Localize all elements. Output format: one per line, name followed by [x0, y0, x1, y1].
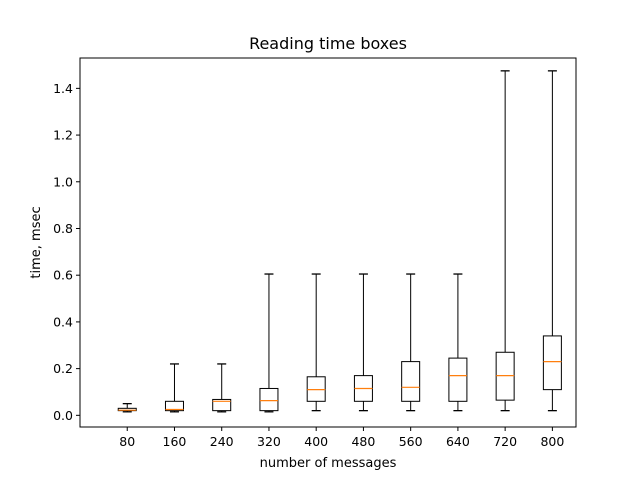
iqr-box	[401, 361, 421, 402]
x-axis: 80 160 240 320 400 480 560 640 720 800	[119, 427, 564, 449]
box-160	[164, 363, 184, 413]
y-tick-label: 0.4	[53, 314, 73, 329]
y-tick-label: 0.0	[53, 408, 73, 423]
box-400	[306, 273, 326, 412]
plot-area	[79, 57, 577, 428]
y-tick-label: 0.8	[53, 221, 73, 236]
iqr-box	[542, 335, 562, 391]
box-640	[448, 273, 468, 412]
x-tick-label: 560	[399, 434, 423, 449]
y-tick-label: 1.4	[53, 81, 73, 96]
x-axis-label: number of messages	[260, 456, 397, 471]
x-tick-label: 160	[163, 434, 187, 449]
y-tick-label: 0.2	[53, 361, 73, 376]
box-480	[353, 273, 373, 412]
iqr-box	[164, 400, 184, 412]
y-axis-label: time, msec	[29, 206, 44, 278]
x-tick-label: 800	[540, 434, 564, 449]
y-tick-label: 1.0	[53, 174, 73, 189]
box-240	[212, 363, 232, 413]
x-tick-label: 240	[210, 434, 234, 449]
box-720	[495, 70, 515, 412]
x-tick-label: 640	[446, 434, 470, 449]
box-800	[542, 70, 562, 412]
box-560	[401, 273, 421, 412]
chart-title: Reading time boxes	[249, 34, 407, 53]
x-tick-label: 80	[119, 434, 135, 449]
y-tick-label: 0.6	[53, 268, 73, 283]
x-tick-label: 720	[493, 434, 517, 449]
x-tick-label: 400	[304, 434, 328, 449]
iqr-box	[448, 357, 468, 402]
box-80	[117, 402, 137, 413]
iqr-box	[212, 398, 232, 412]
box-series	[117, 70, 562, 413]
y-tick-label: 1.2	[53, 128, 73, 143]
x-tick-label: 320	[257, 434, 281, 449]
x-tick-label: 480	[351, 434, 375, 449]
y-axis: 0.0 0.2 0.4 0.6 0.8 1.0 1.2 1.4	[53, 81, 80, 423]
box-320	[259, 273, 279, 413]
iqr-box	[259, 387, 279, 412]
